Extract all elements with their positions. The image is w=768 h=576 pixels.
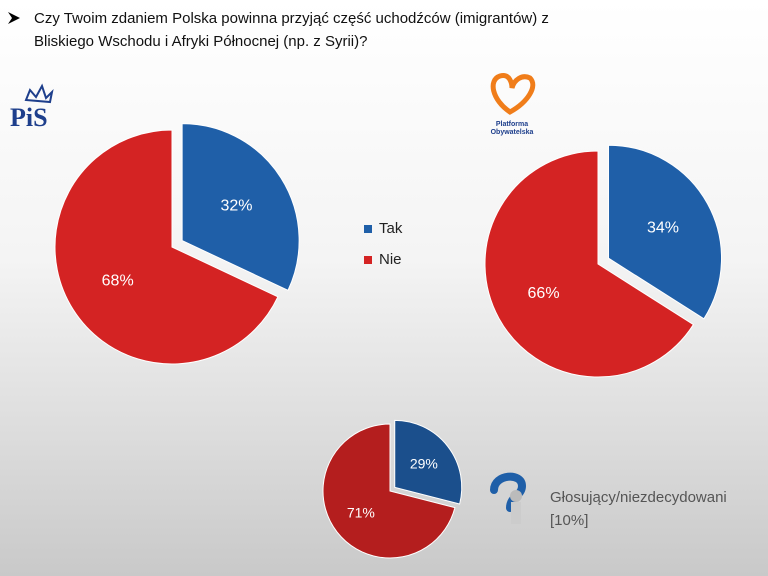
pie-slice: [322, 423, 456, 559]
pie-slice: [181, 123, 300, 292]
pie-slice: [484, 150, 695, 378]
logo-text: Obywatelska: [491, 129, 534, 136]
question-figure: [511, 502, 521, 524]
question-figure: [510, 490, 522, 502]
logo-text: Platforma: [496, 121, 528, 128]
bullet: [8, 12, 20, 24]
pie-slice: [608, 144, 722, 320]
charts: 32% 68% Tak Nie PiS 34% 66% PlatformaObywatelsk…: [10, 73, 727, 559]
logo-text: PiS: [10, 103, 48, 132]
value-label: 32%: [220, 197, 252, 214]
value-label: 68%: [102, 273, 134, 290]
pie-slice: [394, 419, 463, 505]
legend-label: Tak: [379, 220, 403, 237]
legend-swatch: [364, 225, 372, 233]
value-label: 34%: [647, 219, 679, 236]
value-label: 71%: [347, 504, 375, 520]
legend-swatch: [364, 256, 372, 264]
logo-heart: [490, 73, 536, 115]
value-label: 66%: [528, 285, 560, 302]
title-line: Czy Twoim zdaniem Polska powinna przyjąć…: [34, 10, 549, 27]
legend-label: Nie: [379, 251, 402, 268]
logo-crown: [24, 83, 54, 104]
annotation: [10%]: [550, 512, 588, 529]
pie-slice: [54, 129, 279, 365]
title-line: Bliskiego Wschodu i Afryki Północnej (np…: [34, 33, 367, 50]
value-label: 29%: [410, 455, 438, 471]
annotation: Głosujący/niezdecydowani: [550, 489, 727, 506]
